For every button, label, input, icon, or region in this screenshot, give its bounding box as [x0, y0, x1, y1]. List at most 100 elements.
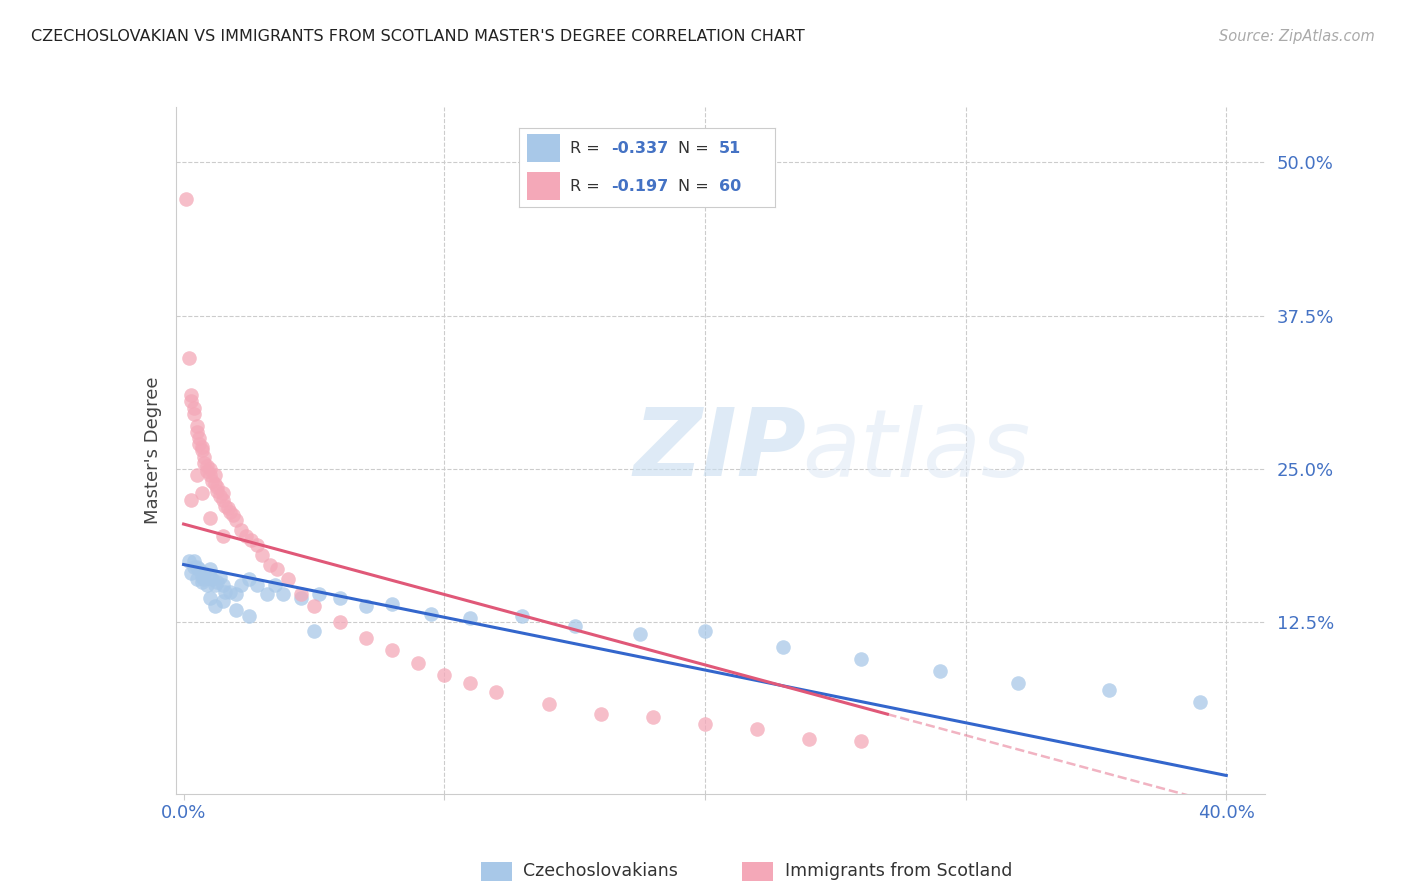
Point: [207, 574, 229, 589]
Point: [183, 401, 205, 415]
Point: [245, 538, 267, 552]
Point: [628, 627, 651, 641]
Point: [211, 492, 233, 507]
Point: [851, 734, 873, 748]
Point: [329, 591, 352, 605]
Point: [238, 572, 260, 586]
Point: [186, 425, 208, 439]
Point: [641, 709, 664, 723]
Point: [229, 523, 252, 537]
Point: [191, 440, 214, 454]
Point: [193, 566, 215, 581]
Text: -0.337: -0.337: [612, 141, 668, 156]
Point: [211, 578, 233, 592]
Point: [186, 572, 208, 586]
Text: R =: R =: [571, 141, 605, 156]
Point: [188, 562, 211, 576]
Point: [259, 558, 281, 572]
Point: [195, 578, 218, 592]
Text: 51: 51: [718, 141, 741, 156]
Point: [198, 462, 221, 476]
Point: [180, 388, 202, 402]
Point: [266, 562, 288, 576]
Point: [209, 489, 232, 503]
FancyBboxPatch shape: [527, 134, 560, 162]
Point: [745, 722, 768, 736]
Point: [186, 560, 208, 574]
Point: [1007, 676, 1029, 690]
Point: [191, 574, 214, 589]
Point: [229, 578, 252, 592]
Point: [214, 584, 236, 599]
Point: [460, 676, 482, 690]
Point: [354, 631, 377, 645]
Text: N =: N =: [678, 141, 714, 156]
Point: [204, 467, 226, 482]
Point: [195, 459, 218, 474]
Point: [183, 560, 205, 574]
Point: [174, 192, 197, 206]
Point: [204, 476, 226, 491]
Point: [219, 584, 242, 599]
Point: [207, 480, 229, 494]
Point: [381, 643, 404, 657]
Point: [191, 443, 214, 458]
Point: [693, 717, 716, 731]
FancyBboxPatch shape: [527, 172, 560, 201]
Point: [225, 603, 247, 617]
Point: [191, 570, 214, 584]
Point: [198, 591, 221, 605]
Point: [263, 578, 285, 592]
Point: [193, 456, 215, 470]
Point: [183, 554, 205, 568]
Point: [211, 486, 233, 500]
Point: [180, 566, 202, 581]
Point: [928, 664, 950, 679]
Text: Czechoslovakians: Czechoslovakians: [523, 863, 678, 880]
Point: [381, 597, 404, 611]
Point: [433, 668, 456, 682]
Point: [186, 467, 208, 482]
Point: [188, 431, 211, 445]
Point: [207, 483, 229, 498]
Text: Immigrants from Scotland: Immigrants from Scotland: [785, 863, 1012, 880]
Point: [201, 474, 224, 488]
Point: [460, 611, 482, 625]
Point: [589, 707, 612, 722]
Text: N =: N =: [678, 178, 714, 194]
Point: [204, 599, 226, 614]
Point: [198, 570, 221, 584]
Point: [290, 591, 312, 605]
Point: [188, 437, 211, 451]
Point: [211, 594, 233, 608]
Point: [772, 640, 794, 654]
Point: [693, 624, 716, 638]
Point: [209, 570, 232, 584]
Point: [193, 572, 215, 586]
Point: [235, 529, 257, 543]
Point: [271, 587, 294, 601]
Point: [302, 624, 325, 638]
Point: [222, 508, 245, 523]
Point: [302, 599, 325, 614]
Text: atlas: atlas: [803, 405, 1031, 496]
Point: [308, 587, 330, 601]
Point: [177, 351, 200, 366]
Point: [256, 587, 278, 601]
Point: [245, 578, 267, 592]
Text: ZIP: ZIP: [633, 404, 806, 497]
Point: [225, 587, 247, 601]
Point: [214, 499, 236, 513]
Point: [180, 394, 202, 409]
Point: [198, 511, 221, 525]
Point: [225, 513, 247, 527]
Point: [290, 587, 312, 601]
Point: [180, 492, 202, 507]
Point: [204, 578, 226, 592]
Point: [198, 562, 221, 576]
Point: [211, 529, 233, 543]
Y-axis label: Master's Degree: Master's Degree: [143, 376, 162, 524]
Point: [277, 572, 299, 586]
Point: [238, 609, 260, 624]
Point: [851, 652, 873, 666]
